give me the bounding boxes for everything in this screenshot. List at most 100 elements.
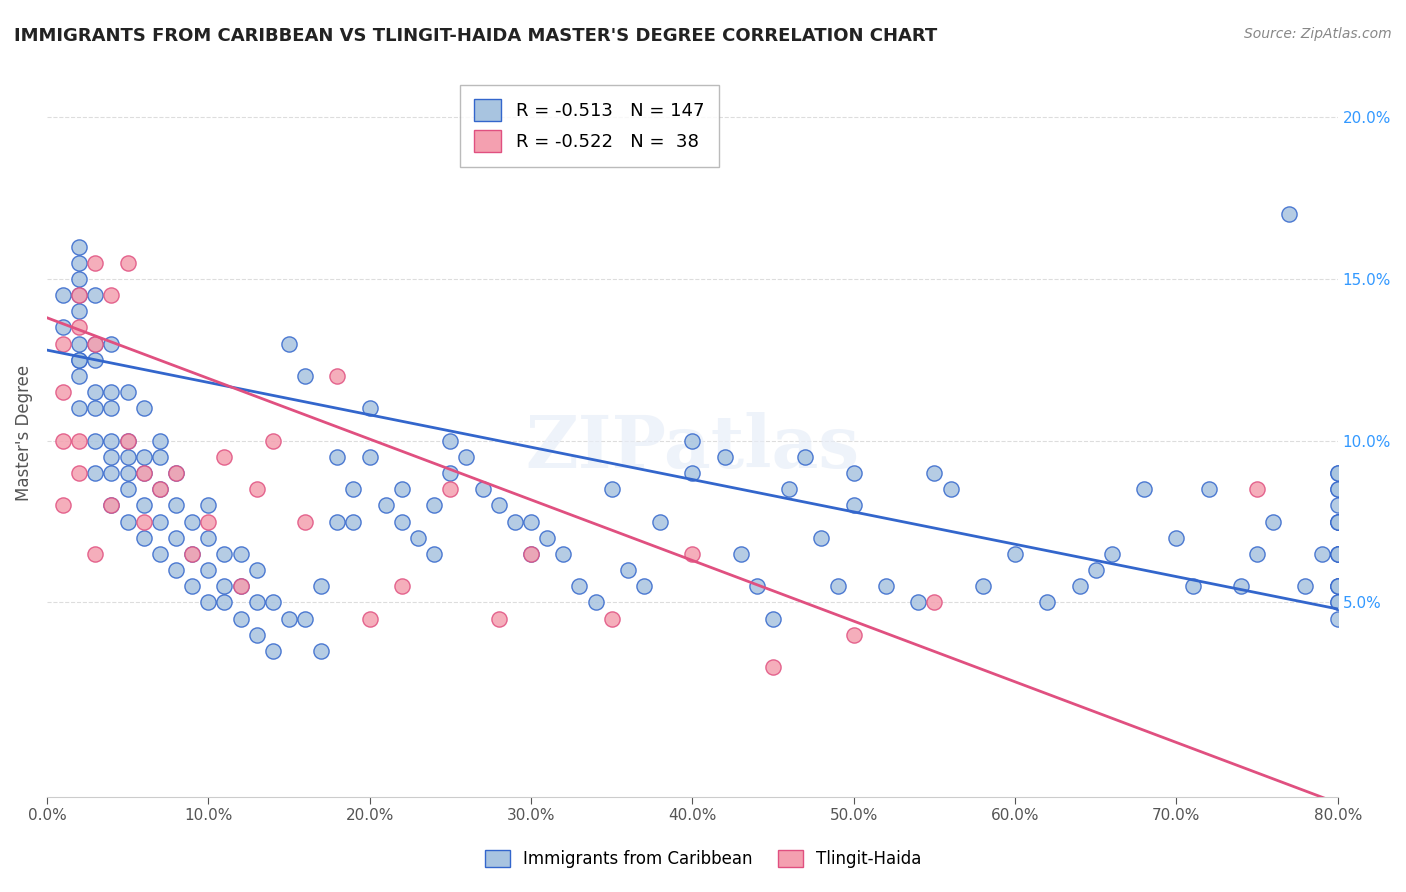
Point xyxy=(1101,547,1123,561)
Point xyxy=(246,482,269,496)
Point xyxy=(67,256,90,270)
Point xyxy=(181,579,204,593)
Point xyxy=(262,434,284,448)
Point xyxy=(84,336,107,351)
Point xyxy=(359,450,381,464)
Point xyxy=(197,531,219,545)
Point xyxy=(100,288,122,302)
Point xyxy=(681,466,703,480)
Point xyxy=(84,256,107,270)
Point xyxy=(246,628,269,642)
Point xyxy=(1326,515,1348,529)
Point xyxy=(165,499,187,513)
Point xyxy=(503,515,526,529)
Point xyxy=(423,547,446,561)
Point xyxy=(1230,579,1253,593)
Point xyxy=(84,336,107,351)
Point xyxy=(342,515,364,529)
Point xyxy=(553,547,575,561)
Point xyxy=(165,466,187,480)
Point xyxy=(778,482,800,496)
Point xyxy=(84,434,107,448)
Point xyxy=(423,499,446,513)
Point xyxy=(842,628,865,642)
Point xyxy=(262,595,284,609)
Point xyxy=(117,515,139,529)
Point xyxy=(326,368,349,383)
Point xyxy=(1326,466,1348,480)
Point xyxy=(326,515,349,529)
Point xyxy=(762,612,785,626)
Point xyxy=(1278,207,1301,221)
Point xyxy=(246,595,269,609)
Point xyxy=(1326,579,1348,593)
Point xyxy=(100,466,122,480)
Point xyxy=(149,482,172,496)
Y-axis label: Master's Degree: Master's Degree xyxy=(15,365,32,500)
Point xyxy=(326,450,349,464)
Point xyxy=(1326,547,1348,561)
Point xyxy=(309,579,332,593)
Point xyxy=(391,515,413,529)
Legend: Immigrants from Caribbean, Tlingit-Haida: Immigrants from Caribbean, Tlingit-Haida xyxy=(478,843,928,875)
Point xyxy=(648,515,671,529)
Point xyxy=(842,466,865,480)
Point xyxy=(1326,579,1348,593)
Point xyxy=(585,595,607,609)
Point xyxy=(100,385,122,400)
Point xyxy=(488,612,510,626)
Point xyxy=(132,499,155,513)
Point xyxy=(681,434,703,448)
Point xyxy=(875,579,897,593)
Point xyxy=(67,320,90,334)
Point xyxy=(294,612,316,626)
Point xyxy=(277,336,299,351)
Point xyxy=(149,482,172,496)
Point xyxy=(1326,482,1348,496)
Point xyxy=(1133,482,1156,496)
Point xyxy=(100,434,122,448)
Point xyxy=(359,401,381,416)
Point xyxy=(1326,612,1348,626)
Point xyxy=(181,547,204,561)
Point xyxy=(67,466,90,480)
Point xyxy=(972,579,994,593)
Point xyxy=(1246,547,1268,561)
Legend: R = -0.513   N = 147, R = -0.522   N =  38: R = -0.513 N = 147, R = -0.522 N = 38 xyxy=(460,85,718,167)
Point xyxy=(149,547,172,561)
Point xyxy=(1326,595,1348,609)
Point xyxy=(520,547,543,561)
Point xyxy=(471,482,494,496)
Point xyxy=(149,515,172,529)
Point xyxy=(165,531,187,545)
Point xyxy=(197,515,219,529)
Point xyxy=(439,482,461,496)
Point xyxy=(617,563,640,577)
Point xyxy=(149,450,172,464)
Point xyxy=(117,385,139,400)
Point xyxy=(84,401,107,416)
Point xyxy=(100,499,122,513)
Point xyxy=(1036,595,1059,609)
Point xyxy=(1326,547,1348,561)
Point xyxy=(229,612,252,626)
Point xyxy=(939,482,962,496)
Point xyxy=(1246,482,1268,496)
Point xyxy=(52,336,75,351)
Point xyxy=(488,499,510,513)
Text: IMMIGRANTS FROM CARIBBEAN VS TLINGIT-HAIDA MASTER'S DEGREE CORRELATION CHART: IMMIGRANTS FROM CARIBBEAN VS TLINGIT-HAI… xyxy=(14,27,938,45)
Point xyxy=(1326,515,1348,529)
Point xyxy=(132,401,155,416)
Point xyxy=(600,612,623,626)
Point xyxy=(1004,547,1026,561)
Text: ZIPatlas: ZIPatlas xyxy=(526,412,859,483)
Point xyxy=(117,482,139,496)
Point xyxy=(1326,515,1348,529)
Point xyxy=(117,450,139,464)
Point xyxy=(456,450,478,464)
Point xyxy=(52,385,75,400)
Point xyxy=(52,288,75,302)
Point xyxy=(520,515,543,529)
Point xyxy=(439,434,461,448)
Point xyxy=(52,499,75,513)
